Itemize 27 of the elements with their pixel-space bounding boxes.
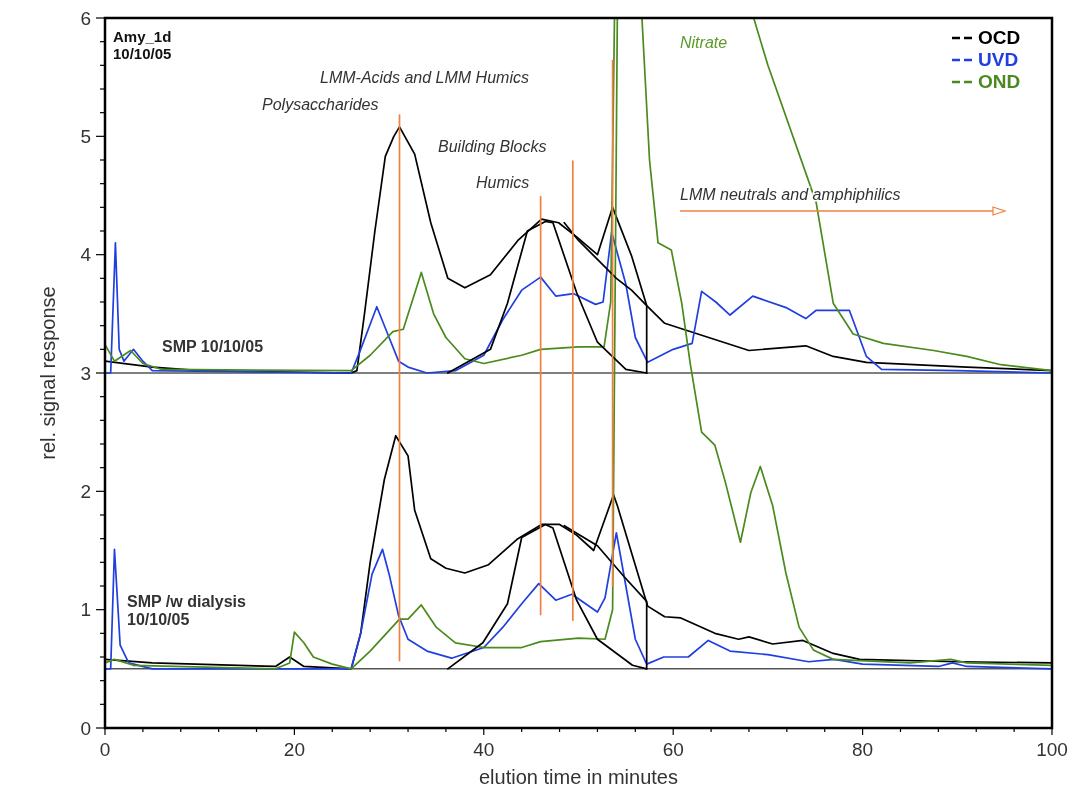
x-tick-label: 20 bbox=[283, 739, 305, 760]
x-tick-label: 100 bbox=[1036, 739, 1068, 760]
y-tick-label: 3 bbox=[80, 362, 91, 384]
annotation: Polysaccharides bbox=[262, 96, 379, 113]
y-tick-label: 5 bbox=[80, 125, 91, 147]
annotation: LMM neutrals and amphiphilics bbox=[680, 186, 901, 203]
x-tick-label: 40 bbox=[473, 739, 495, 760]
legend-label: OCD bbox=[978, 27, 1021, 48]
legend-label: OND bbox=[978, 71, 1021, 92]
x-axis-title: elution time in minutes bbox=[479, 766, 678, 788]
annotation: Humics bbox=[476, 174, 530, 191]
annotation: SMP 10/10/05 bbox=[162, 338, 264, 355]
y-tick-label: 2 bbox=[80, 480, 91, 502]
text: Amy_1d 10/10/05 bbox=[113, 28, 172, 62]
annotation: LMM-Acids and LMM Humics bbox=[320, 69, 529, 86]
y-tick-label: 4 bbox=[80, 244, 92, 266]
x-tick-label: 0 bbox=[99, 739, 111, 760]
y-tick-label: 0 bbox=[80, 717, 91, 739]
y-axis-title: rel. signal response bbox=[37, 286, 59, 460]
x-tick-label: 60 bbox=[662, 739, 684, 760]
annotation: Building Blocks bbox=[438, 138, 547, 155]
annotation: Nitrate bbox=[680, 34, 728, 51]
annotation: SMP /w dialysis 10/10/05 bbox=[127, 593, 246, 628]
x-tick-label: 80 bbox=[852, 739, 874, 760]
legend-label: UVD bbox=[978, 49, 1019, 70]
y-tick-label: 1 bbox=[80, 599, 91, 621]
y-tick-label: 6 bbox=[80, 7, 91, 29]
